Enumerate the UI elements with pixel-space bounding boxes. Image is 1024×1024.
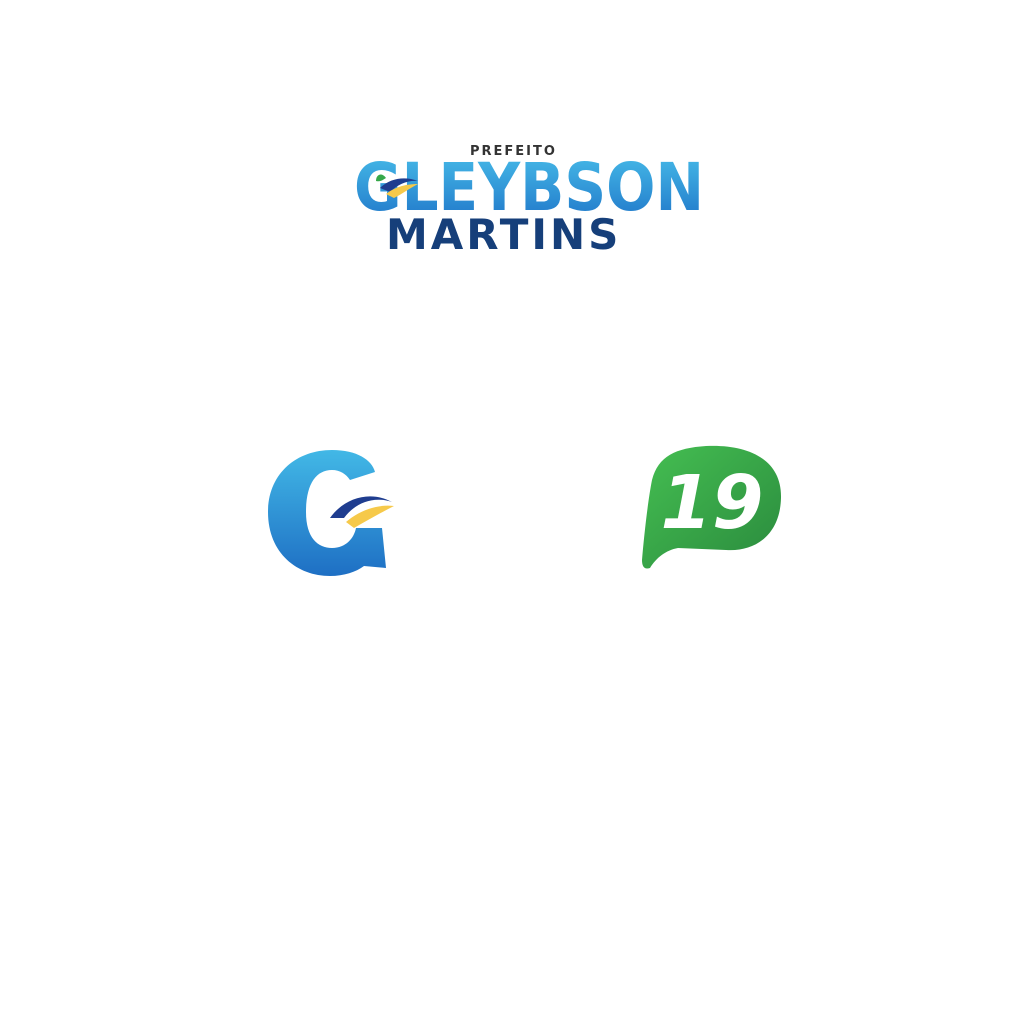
prefeito-label: PREFEITO (470, 144, 557, 159)
speech-bubble-icon: 19 (642, 445, 782, 569)
martins-label: MARTINS (386, 210, 622, 259)
badge-number: 19 (661, 460, 764, 546)
wave-icon (380, 178, 418, 198)
gleybson-text: GLEYBSON (354, 149, 704, 218)
gleybson-wordmark: GLEYBSON (354, 149, 704, 218)
leaf-icon (376, 174, 386, 182)
g-wave-icon (268, 450, 394, 576)
candidate-wordmark-logo: PREFEITO GLEYBSON MARTINS (350, 140, 720, 260)
